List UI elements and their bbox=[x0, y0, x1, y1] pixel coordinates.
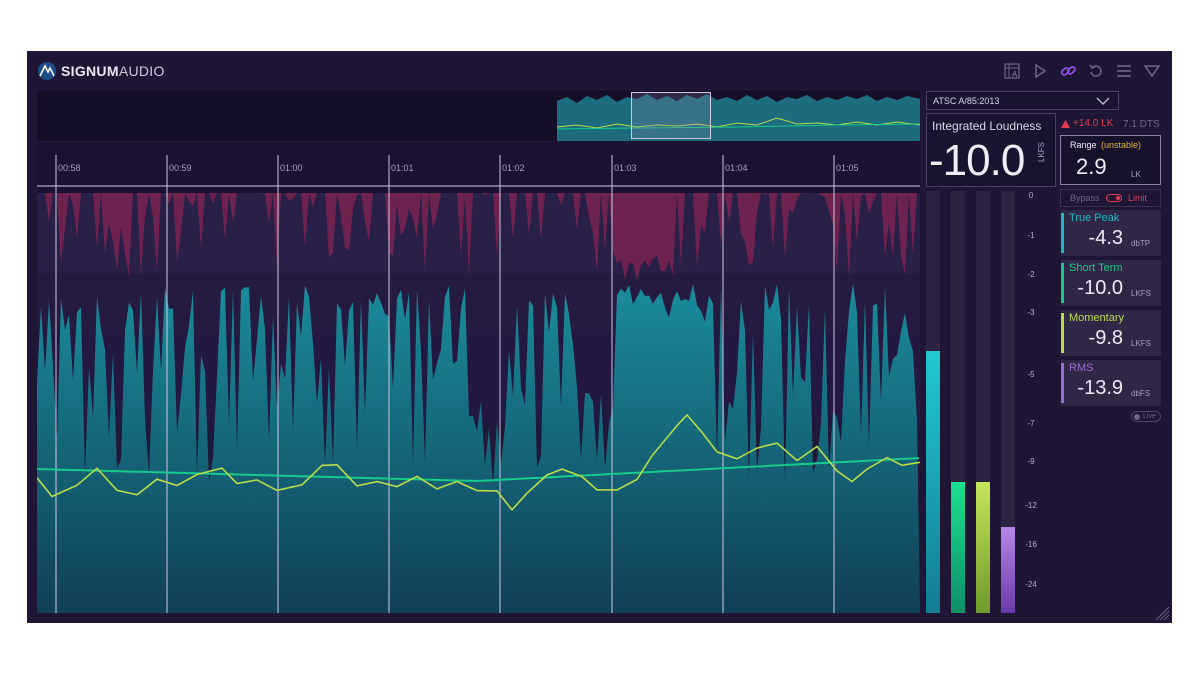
short-term-value: -10.0 bbox=[1077, 277, 1123, 299]
time-label: 01:01 bbox=[391, 163, 414, 173]
time-label: 00:59 bbox=[169, 163, 192, 173]
scale-label: -7 bbox=[1027, 419, 1035, 428]
resize-grip-icon[interactable] bbox=[1154, 605, 1170, 621]
rms-readout: RMS -13.9 dbFS bbox=[1061, 360, 1161, 406]
link-icon[interactable] bbox=[1057, 60, 1079, 82]
brand-logo: SIGNUM AUDIO bbox=[37, 59, 165, 83]
range-label: Range bbox=[1070, 140, 1097, 150]
time-label: 01:00 bbox=[280, 163, 303, 173]
limiter-control: Bypass Limit bbox=[1060, 189, 1161, 207]
integrated-unit: LKFS bbox=[1037, 141, 1046, 162]
short-term-unit: LKFS bbox=[1131, 289, 1152, 298]
loudness-history-graph[interactable]: 00:58 00:59 01:00 01:01 01:02 01:03 01:0… bbox=[36, 143, 921, 613]
time-label: 01:02 bbox=[502, 163, 525, 173]
loudness-range-panel: Range (unstable) 2.9 LK bbox=[1060, 135, 1161, 185]
short-term-meter-fill bbox=[951, 482, 965, 613]
scale-label: -2 bbox=[1027, 270, 1035, 279]
warning-up-triangle-icon bbox=[1061, 119, 1070, 128]
signum-logo-icon bbox=[38, 62, 56, 80]
scale-label: -9 bbox=[1027, 457, 1035, 466]
time-label: 00:58 bbox=[58, 163, 81, 173]
rms-unit: dbFS bbox=[1131, 389, 1151, 398]
range-value: 2.9 bbox=[1076, 154, 1107, 179]
scale-label: -16 bbox=[1025, 540, 1037, 549]
true-peak-unit: dbTP bbox=[1131, 239, 1151, 248]
scale-label: -5 bbox=[1027, 370, 1035, 379]
live-toggle[interactable]: Live bbox=[1131, 411, 1161, 422]
range-status: (unstable) bbox=[1101, 140, 1142, 150]
scale-label: -3 bbox=[1027, 308, 1035, 317]
scale-label: 0 bbox=[1028, 191, 1034, 200]
short-term-meter bbox=[951, 191, 965, 613]
scale-label: -12 bbox=[1025, 501, 1037, 510]
momentary-value: -9.8 bbox=[1088, 327, 1123, 349]
menu-icon[interactable] bbox=[1113, 60, 1135, 82]
ruler-text-icon[interactable]: A bbox=[1001, 60, 1023, 82]
true-peak-meter bbox=[926, 191, 940, 613]
limit-label[interactable]: Limit bbox=[1128, 193, 1148, 203]
brand-name-bold: SIGNUM bbox=[61, 63, 119, 79]
short-term-label: Short Term bbox=[1069, 262, 1123, 274]
integrated-loudness-value: -10.0 bbox=[929, 136, 1025, 185]
rms-label: RMS bbox=[1069, 362, 1094, 374]
short-term-readout: Short Term -10.0 LKFS bbox=[1061, 260, 1161, 306]
momentary-readout: Momentary -9.8 LKFS bbox=[1061, 310, 1161, 356]
limiter-toggle[interactable] bbox=[1106, 194, 1122, 202]
chevron-down-icon bbox=[1096, 97, 1110, 105]
rms-meter-fill bbox=[1001, 526, 1015, 613]
true-peak-readout: True Peak -4.3 dbTP bbox=[1061, 210, 1161, 256]
true-peak-label: True Peak bbox=[1069, 212, 1120, 224]
true-peak-value: -4.3 bbox=[1088, 227, 1123, 249]
integrated-loudness-panel: Integrated Loudness -10.0 LKFS bbox=[926, 113, 1056, 187]
reset-icon[interactable] bbox=[1085, 60, 1107, 82]
true-peak-meter-fill bbox=[926, 351, 940, 613]
momentary-unit: LKFS bbox=[1131, 339, 1152, 348]
scale-label: -24 bbox=[1025, 580, 1037, 589]
collapse-icon[interactable] bbox=[1141, 60, 1163, 82]
time-label: 01:04 bbox=[725, 163, 748, 173]
bypass-label[interactable]: Bypass bbox=[1070, 193, 1100, 203]
brand-name-light: AUDIO bbox=[118, 63, 165, 79]
overview-selection-window[interactable] bbox=[631, 92, 711, 139]
overview-waveform bbox=[556, 94, 921, 141]
live-label: Live bbox=[1143, 413, 1156, 420]
momentary-meter-fill bbox=[976, 482, 990, 613]
history-plot bbox=[36, 143, 921, 613]
integrated-loudness-title: Integrated Loudness bbox=[932, 119, 1042, 133]
plugin-window: SIGNUM AUDIO A bbox=[27, 51, 1172, 623]
rms-value: -13.9 bbox=[1077, 377, 1123, 399]
standard-preset-dropdown[interactable]: ATSC A/85:2013 bbox=[926, 91, 1119, 110]
time-label: 01:05 bbox=[836, 163, 859, 173]
time-label: 01:03 bbox=[614, 163, 637, 173]
preset-label: ATSC A/85:2013 bbox=[933, 95, 1000, 106]
scale-label: -1 bbox=[1027, 231, 1035, 240]
svg-text:A: A bbox=[1012, 70, 1018, 79]
play-icon[interactable] bbox=[1029, 60, 1051, 82]
momentary-meter bbox=[976, 191, 990, 613]
loudness-delta: +14.0 LK bbox=[1061, 118, 1113, 129]
channel-format: 7.1 DTS bbox=[1123, 119, 1160, 130]
range-unit: LK bbox=[1131, 170, 1141, 179]
delta-value: +14.0 LK bbox=[1073, 118, 1114, 129]
history-overview[interactable] bbox=[37, 91, 921, 141]
rms-meter bbox=[1001, 191, 1015, 613]
momentary-label: Momentary bbox=[1069, 312, 1125, 324]
